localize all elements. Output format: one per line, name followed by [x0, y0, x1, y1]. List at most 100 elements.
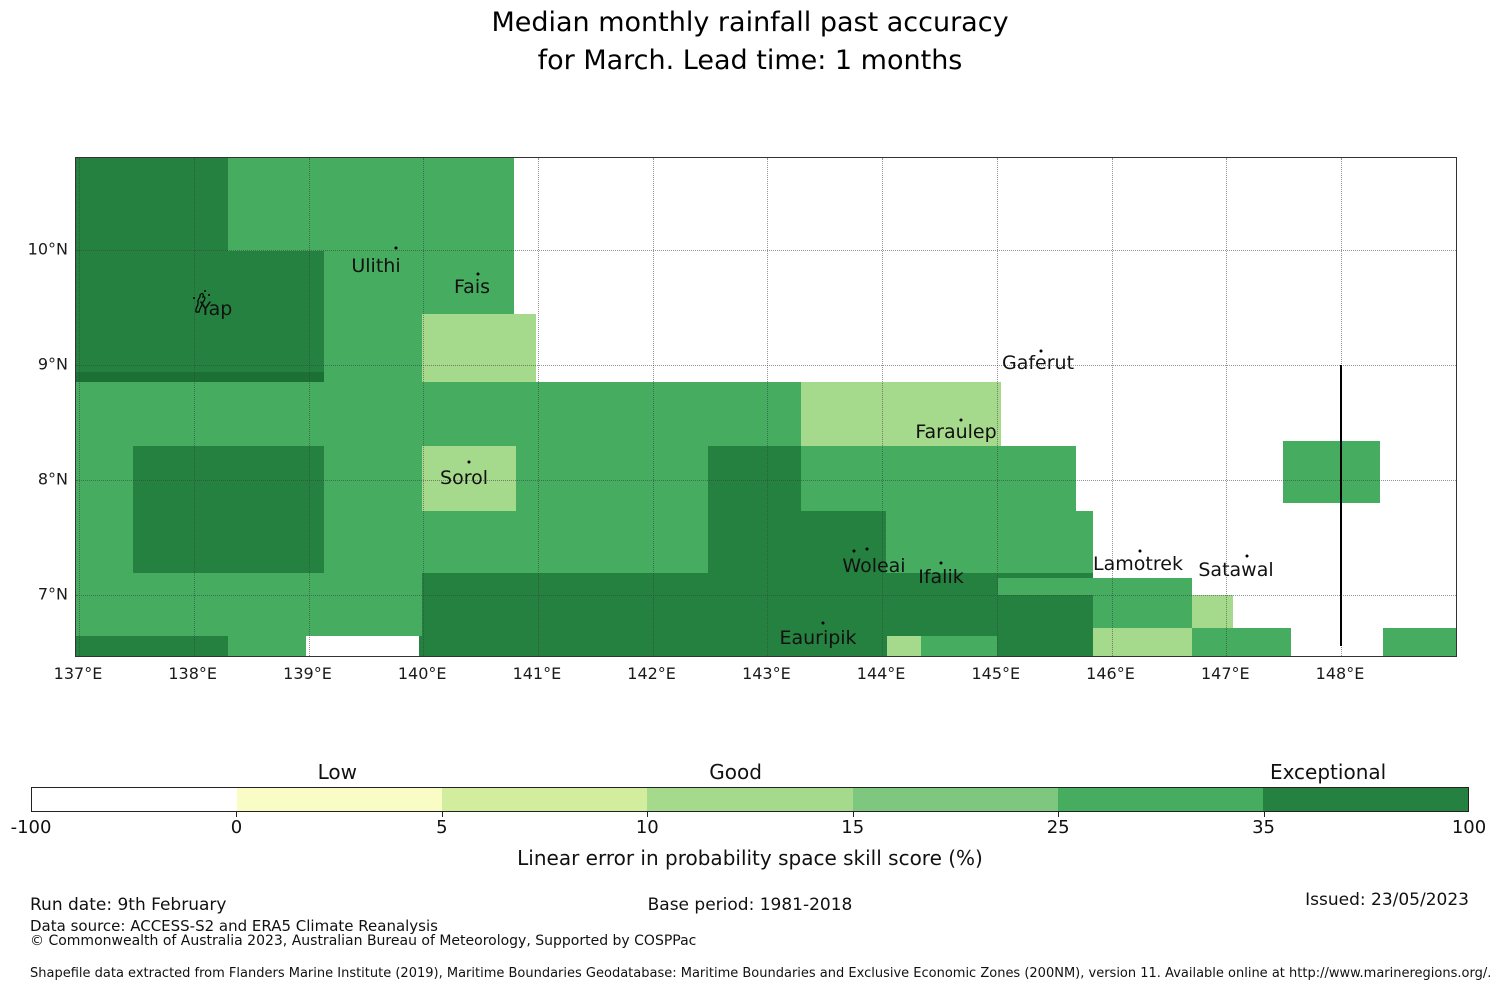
heatmap-cell: [997, 636, 1093, 656]
colorbar-tick-mark: [1058, 812, 1060, 817]
island-dot: [1138, 549, 1142, 553]
colorbar-tick-label: 5: [436, 817, 448, 838]
gridline-vertical: [996, 158, 998, 656]
island-dot: [476, 272, 480, 276]
heatmap-cell: [1093, 578, 1192, 628]
colorbar-segment: [237, 788, 443, 811]
heatmap-cell: [1192, 628, 1291, 656]
place-label-ulithi: Ulithi: [351, 255, 401, 277]
colorbar-tick-label: 15: [841, 817, 865, 838]
heatmap-cell: [422, 446, 516, 511]
x-tick-label: 144°E: [856, 664, 906, 683]
island-dot: [1245, 554, 1249, 558]
heatmap-cell: [422, 314, 536, 382]
x-tick-label: 142°E: [627, 664, 676, 683]
heatmap-cell: [76, 372, 324, 382]
heatmap-cell: [708, 446, 801, 511]
colorbar-segment: [1262, 788, 1468, 811]
heatmap-cell: [228, 636, 306, 656]
island-dot: [852, 549, 856, 553]
heatmap-cell: [133, 446, 324, 573]
heatmap-cell: [76, 251, 324, 382]
heatmap-cell: [228, 158, 514, 251]
x-tick-label: 140°E: [397, 664, 447, 683]
heatmap-cell: [324, 511, 708, 573]
gridline-vertical: [652, 158, 654, 656]
gridline-vertical: [882, 158, 884, 656]
heatmap-cell: [998, 578, 1093, 595]
y-tick-label: 10°N: [27, 239, 68, 259]
heatmap-cell: [1283, 441, 1380, 503]
x-tick-label: 138°E: [168, 664, 218, 683]
place-label-ifalik: Ifalik: [918, 566, 964, 588]
colorbar-tick-label: 10: [635, 817, 659, 838]
colorbar-tick-label: 0: [230, 817, 243, 838]
gridline-vertical: [1226, 158, 1228, 656]
heatmap-cell: [76, 446, 133, 576]
colorbar-tick-label: -100: [10, 817, 52, 838]
place-label-gaferut: Gaferut: [1001, 352, 1075, 374]
colorbar-category-good: Good: [709, 760, 762, 784]
place-label-sorol: Sorol: [440, 467, 488, 489]
place-label-lamotrek: Lamotrek: [1093, 553, 1183, 575]
heatmap-cell: [886, 511, 1093, 578]
gridline-horizontal: [76, 250, 1456, 251]
x-tick-label: 139°E: [283, 664, 332, 683]
island-dot: [959, 418, 963, 422]
x-tick-label: 146°E: [1086, 664, 1135, 683]
heatmap-cell: [1192, 595, 1233, 628]
y-tick-label: 8°N: [37, 469, 68, 489]
colorbar-segment: [852, 788, 1058, 811]
heatmap-cell: [324, 251, 514, 314]
footer-shapefile-note: Shapefile data extracted from Flanders M…: [30, 966, 1492, 981]
colorbar-segment: [1057, 788, 1263, 811]
place-label-woleai: Woleai: [842, 555, 906, 577]
heatmap-cell: [1093, 628, 1192, 656]
gridline-vertical: [767, 158, 769, 656]
heatmap-cell: [76, 636, 228, 656]
chart-title-line2: for March. Lead time: 1 months: [537, 45, 963, 76]
footer-copyright: © Commonwealth of Australia 2023, Austra…: [30, 933, 697, 949]
yap-island-shape: [193, 290, 210, 313]
colorbar-segment: [647, 788, 853, 811]
place-label-faraulep: Faraulep: [915, 421, 997, 443]
x-tick-label: 141°E: [512, 664, 562, 683]
heatmap-cell: [516, 446, 708, 511]
heatmap-cell: [887, 636, 921, 656]
heatmap-cell: [76, 382, 801, 446]
chart-title-line1: Median monthly rainfall past accuracy: [491, 7, 1009, 38]
colorbar-tick-mark: [1263, 812, 1265, 817]
eez-boundary-line: [1340, 365, 1342, 646]
colorbar-tick-mark: [441, 812, 443, 817]
y-tick-label: 7°N: [37, 584, 68, 604]
footer-run-date: Run date: 9th February: [30, 895, 227, 915]
x-tick-label: 148°E: [1315, 664, 1365, 683]
heatmap-cell: [422, 573, 1093, 636]
island-dot: [394, 246, 398, 250]
island-dot: [467, 460, 471, 464]
colorbar-category-exceptional: Exceptional: [1269, 760, 1387, 784]
heatmap-cell: [76, 573, 422, 636]
place-label-satawal: Satawal: [1198, 559, 1274, 581]
island-dot: [939, 561, 943, 565]
place-label-eauripik: Eauripik: [779, 627, 857, 649]
colorbar-tick-mark: [647, 812, 649, 817]
colorbar-segment: [32, 788, 238, 811]
gridline-vertical: [1111, 158, 1113, 656]
heatmap-cell: [324, 314, 422, 382]
footer-base-period: Base period: 1981-2018: [647, 895, 853, 915]
place-label-fais: Fais: [453, 276, 491, 298]
colorbar-axis-label: Linear error in probability space skill …: [517, 846, 983, 870]
island-dot: [865, 547, 869, 551]
x-tick-label: 147°E: [1200, 664, 1250, 683]
x-tick-label: 137°E: [53, 664, 103, 683]
gridline-vertical: [308, 158, 310, 656]
map-panel: Ulithi Fais Yap Gaferut Faraulep Sorol Woleai I…: [75, 157, 1457, 657]
heatmap-cell: [1383, 628, 1456, 656]
heatmap-cell: [801, 446, 1076, 511]
gridline-vertical: [423, 158, 425, 656]
heatmap-cell: [708, 511, 886, 573]
x-tick-label: 145°E: [971, 664, 1021, 683]
colorbar-category-low: Low: [317, 760, 357, 784]
